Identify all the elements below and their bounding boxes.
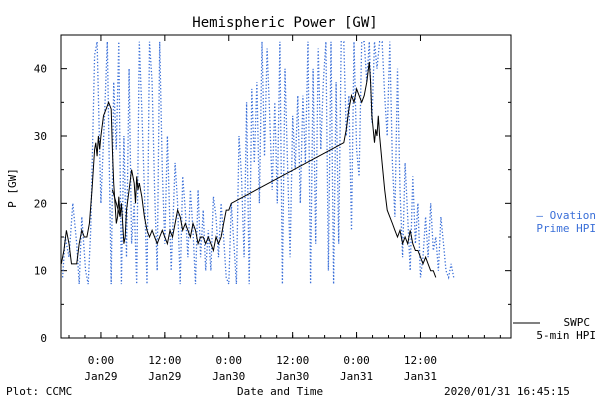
y-tick-label: 30 <box>34 130 47 143</box>
series-line-swpc <box>111 189 121 217</box>
legend-label-ovation-line2: Prime HPI <box>536 222 596 235</box>
x-tick-label-time: 0:00 <box>343 354 370 367</box>
footer-timestamp: 2020/01/31 16:45:15 <box>444 385 570 398</box>
x-tick-label-date: Jan31 <box>404 370 437 383</box>
x-tick-label-time: 12:00 <box>276 354 309 367</box>
x-tick-label-date: Jan29 <box>84 370 117 383</box>
series-line-ovation <box>61 41 455 285</box>
series-group <box>61 41 455 285</box>
x-tick-label-time: 0:00 <box>88 354 115 367</box>
plot-area: 0 10 20 30 40 0:00 Jan29 12:00 Jan29 0:00 Jan30 12:… <box>34 34 512 383</box>
x-tick-label-time: 12:00 <box>404 354 437 367</box>
footer-credit: Plot: CCMC <box>6 385 73 398</box>
legend-label-swpc: SWPC <box>564 316 591 329</box>
legend-label-ovation: — Ovation <box>536 209 596 222</box>
y-axis-label: P [GW] <box>6 168 19 208</box>
y-tick-label: 20 <box>34 197 47 210</box>
y-tick-label: 10 <box>34 265 47 278</box>
series-line-swpc <box>61 61 437 278</box>
x-tick-label-date: Jan31 <box>340 370 373 383</box>
x-tick-label-date: Jan29 <box>148 370 181 383</box>
x-axis-label: Date and Time <box>237 385 324 398</box>
y-tick-label: 0 <box>40 332 47 345</box>
chart-title: Hemispheric Power [GW] <box>192 15 377 31</box>
x-tick-label-date: Jan30 <box>212 370 245 383</box>
y-tick-label: 40 <box>34 63 47 76</box>
x-tick-label-date: Jan30 <box>276 370 309 383</box>
legend-label-swpc-line2: 5-min HPI <box>536 329 596 342</box>
x-tick-label-time: 0:00 <box>216 354 243 367</box>
x-tick-label-time: 12:00 <box>148 354 181 367</box>
plot-frame <box>60 34 512 339</box>
